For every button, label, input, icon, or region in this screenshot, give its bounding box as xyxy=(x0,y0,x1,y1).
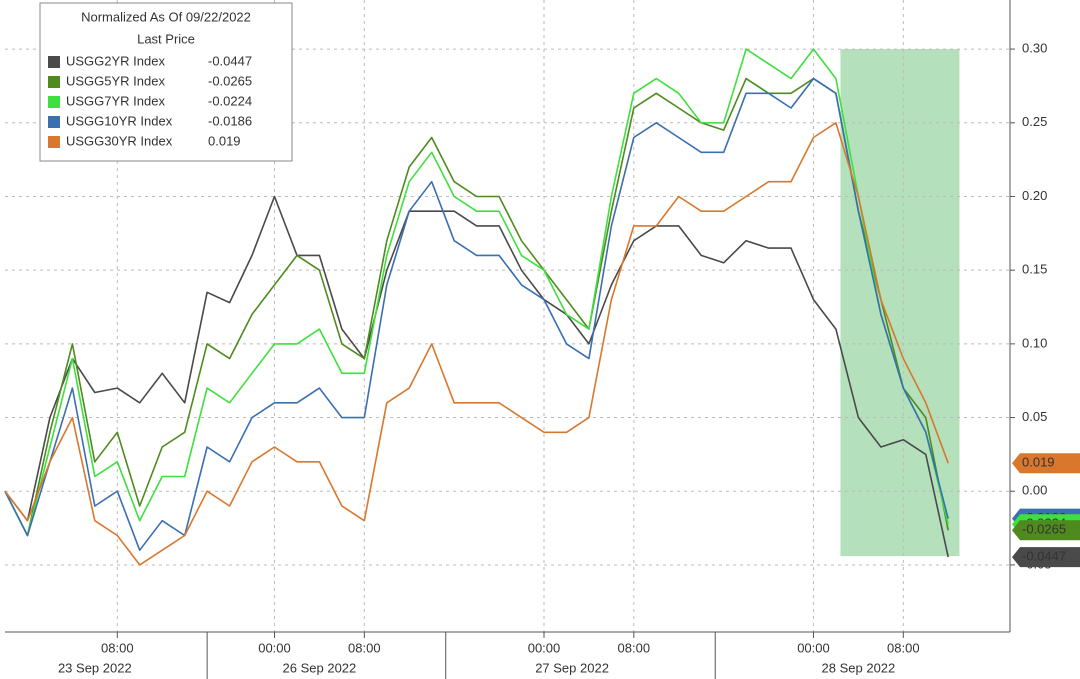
legend-swatch xyxy=(48,136,60,148)
value-tag xyxy=(1012,453,1080,474)
series-line xyxy=(4,122,949,566)
legend-label: USGG5YR Index xyxy=(66,73,165,88)
legend: Normalized As Of 09/22/2022 Last Price U… xyxy=(39,2,293,162)
legend-value: -0.0186 xyxy=(208,113,252,128)
x-tick-label: 00:00 xyxy=(797,640,830,655)
value-tag-label: -0.0265 xyxy=(1022,522,1066,537)
value-tag xyxy=(1012,520,1080,541)
legend-value: -0.0265 xyxy=(208,73,252,88)
date-label: 23 Sep 2022 xyxy=(58,660,132,675)
date-label: 26 Sep 2022 xyxy=(283,660,357,675)
y-tick-label: 0.10 xyxy=(1022,335,1047,350)
series-line xyxy=(4,77,949,537)
legend-label: USGG30YR Index xyxy=(66,133,173,148)
highlight-band xyxy=(840,49,960,557)
series-line xyxy=(4,77,949,551)
series-line xyxy=(4,195,949,558)
legend-swatch xyxy=(48,116,60,128)
plot-area xyxy=(4,0,1010,632)
y-tick-label: 0.25 xyxy=(1022,114,1047,129)
legend-label: USGG7YR Index xyxy=(66,93,165,108)
x-tick-label: 08:00 xyxy=(618,640,651,655)
legend-swatch xyxy=(48,76,60,88)
legend-box xyxy=(39,2,293,162)
y-tick-label: 0.30 xyxy=(1022,41,1047,56)
legend-title: Normalized As Of 09/22/2022 xyxy=(81,9,251,24)
y-tick-label: 0.15 xyxy=(1022,262,1047,277)
legend-swatch xyxy=(48,96,60,108)
axes: -0.050.000.050.100.150.200.250.3008:0000… xyxy=(5,0,1052,679)
legend-value: 0.019 xyxy=(208,133,241,148)
legend-label: USGG10YR Index xyxy=(66,113,173,128)
y-tick-label: 0.20 xyxy=(1022,188,1047,203)
x-tick-label: 08:00 xyxy=(101,640,134,655)
legend-subtitle: Last Price xyxy=(137,31,195,46)
legend-value: -0.0447 xyxy=(208,53,252,68)
date-label: 27 Sep 2022 xyxy=(535,660,609,675)
x-tick-label: 08:00 xyxy=(887,640,920,655)
legend-label: USGG2YR Index xyxy=(66,53,165,68)
value-tag xyxy=(1012,547,1080,568)
y-tick-label: 0.05 xyxy=(1022,409,1047,424)
series-line xyxy=(4,48,949,537)
x-tick-label: 00:00 xyxy=(258,640,291,655)
legend-swatch xyxy=(48,56,60,68)
date-label: 28 Sep 2022 xyxy=(822,660,896,675)
value-tag-label: -0.0447 xyxy=(1022,549,1066,564)
x-tick-label: 08:00 xyxy=(348,640,381,655)
y-tick-label: 0.00 xyxy=(1022,483,1047,498)
x-tick-label: 00:00 xyxy=(528,640,561,655)
value-tag-label: 0.019 xyxy=(1022,455,1055,470)
legend-value: -0.0224 xyxy=(208,93,252,108)
